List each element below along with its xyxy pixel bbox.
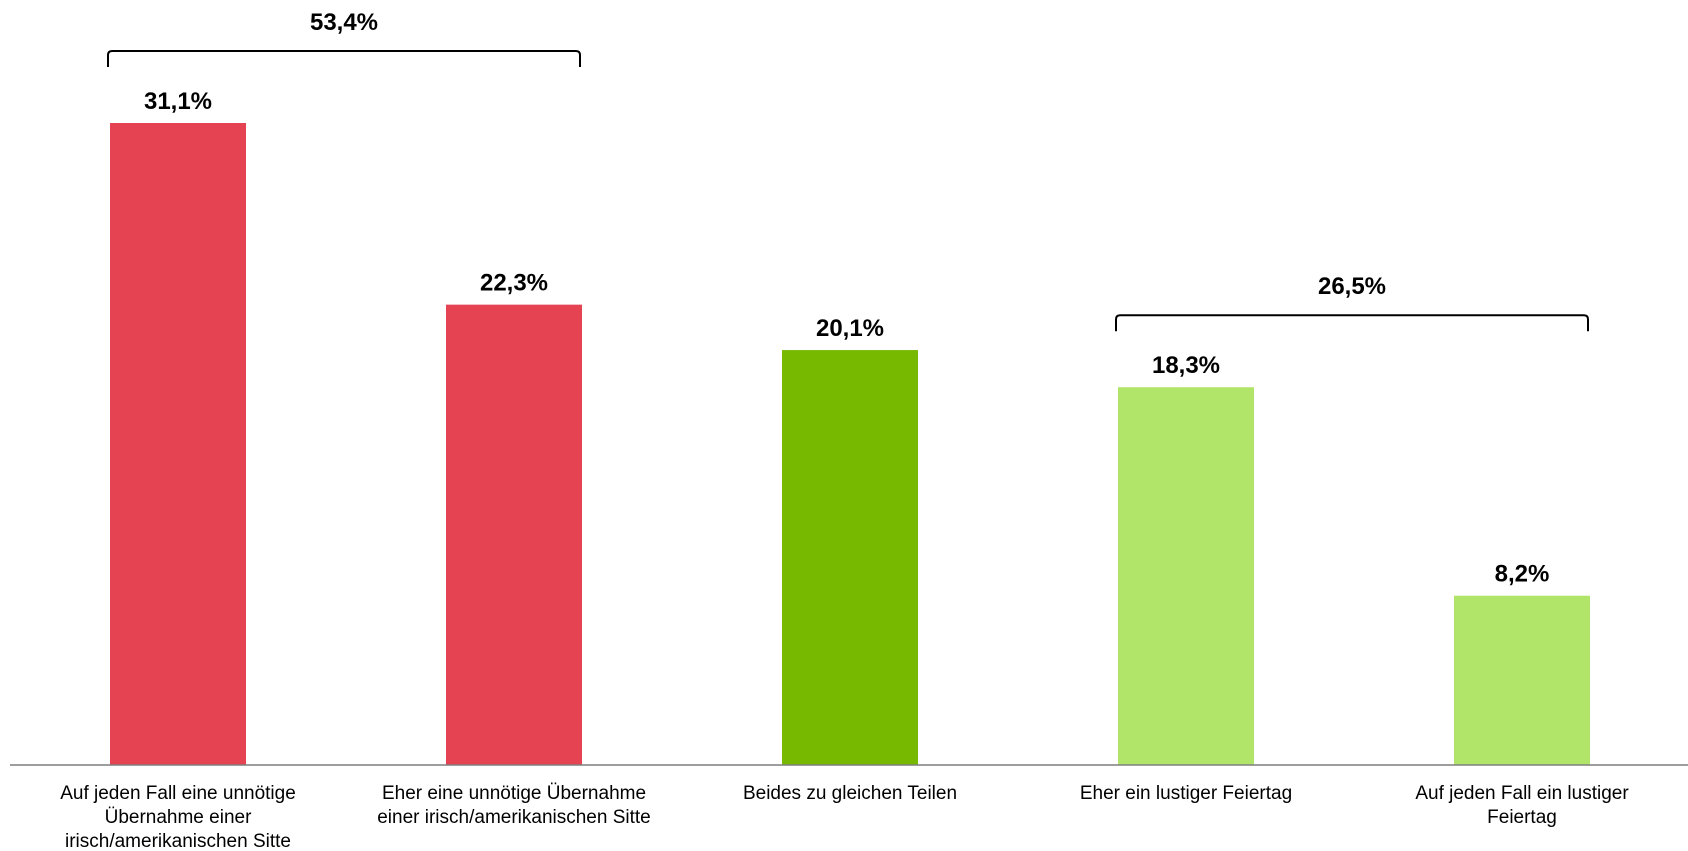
- category-label-1-line-1: einer irisch/amerikanischen Sitte: [377, 807, 651, 828]
- group-bracket-0: [107, 50, 581, 67]
- bar-4: [1454, 595, 1590, 765]
- category-label-0-line-0: Auf jeden Fall eine unnötige: [60, 783, 296, 804]
- group-total-label-0: 53,4%: [310, 9, 378, 36]
- bars-layer: [110, 123, 1590, 765]
- value-label-0: 31,1%: [144, 88, 212, 115]
- category-label-2-line-0: Beides zu gleichen Teilen: [743, 783, 957, 804]
- category-labels-layer: Auf jeden Fall eine unnötige Übernahme ei…: [60, 783, 1629, 851]
- category-label-4-line-0: Auf jeden Fall ein lustiger: [1415, 783, 1629, 804]
- category-label-0-line-2: irisch/amerikanischen Sitte: [65, 831, 291, 851]
- category-label-0-line-1: Übernahme einer: [105, 807, 252, 828]
- group-brackets-layer: 53,4% 26,5%: [107, 9, 1589, 332]
- category-label-4-line-1: Feiertag: [1487, 807, 1557, 828]
- bar-1: [446, 304, 582, 765]
- value-labels-layer: 31,1% 22,3% 20,1% 18,3% 8,2%: [144, 88, 1549, 588]
- group-total-label-1: 26,5%: [1318, 273, 1386, 300]
- category-label-1-line-0: Eher eine unnötige Übernahme: [382, 783, 646, 804]
- bar-2: [782, 350, 918, 765]
- category-label-3-line-0: Eher ein lustiger Feiertag: [1080, 783, 1292, 804]
- value-label-2: 20,1%: [816, 315, 884, 342]
- value-label-3: 18,3%: [1152, 352, 1220, 379]
- value-label-4: 8,2%: [1495, 561, 1550, 588]
- bar-0: [110, 123, 246, 765]
- group-bracket-1: [1115, 314, 1589, 332]
- value-label-1: 22,3%: [480, 270, 548, 297]
- bar-3: [1118, 387, 1254, 765]
